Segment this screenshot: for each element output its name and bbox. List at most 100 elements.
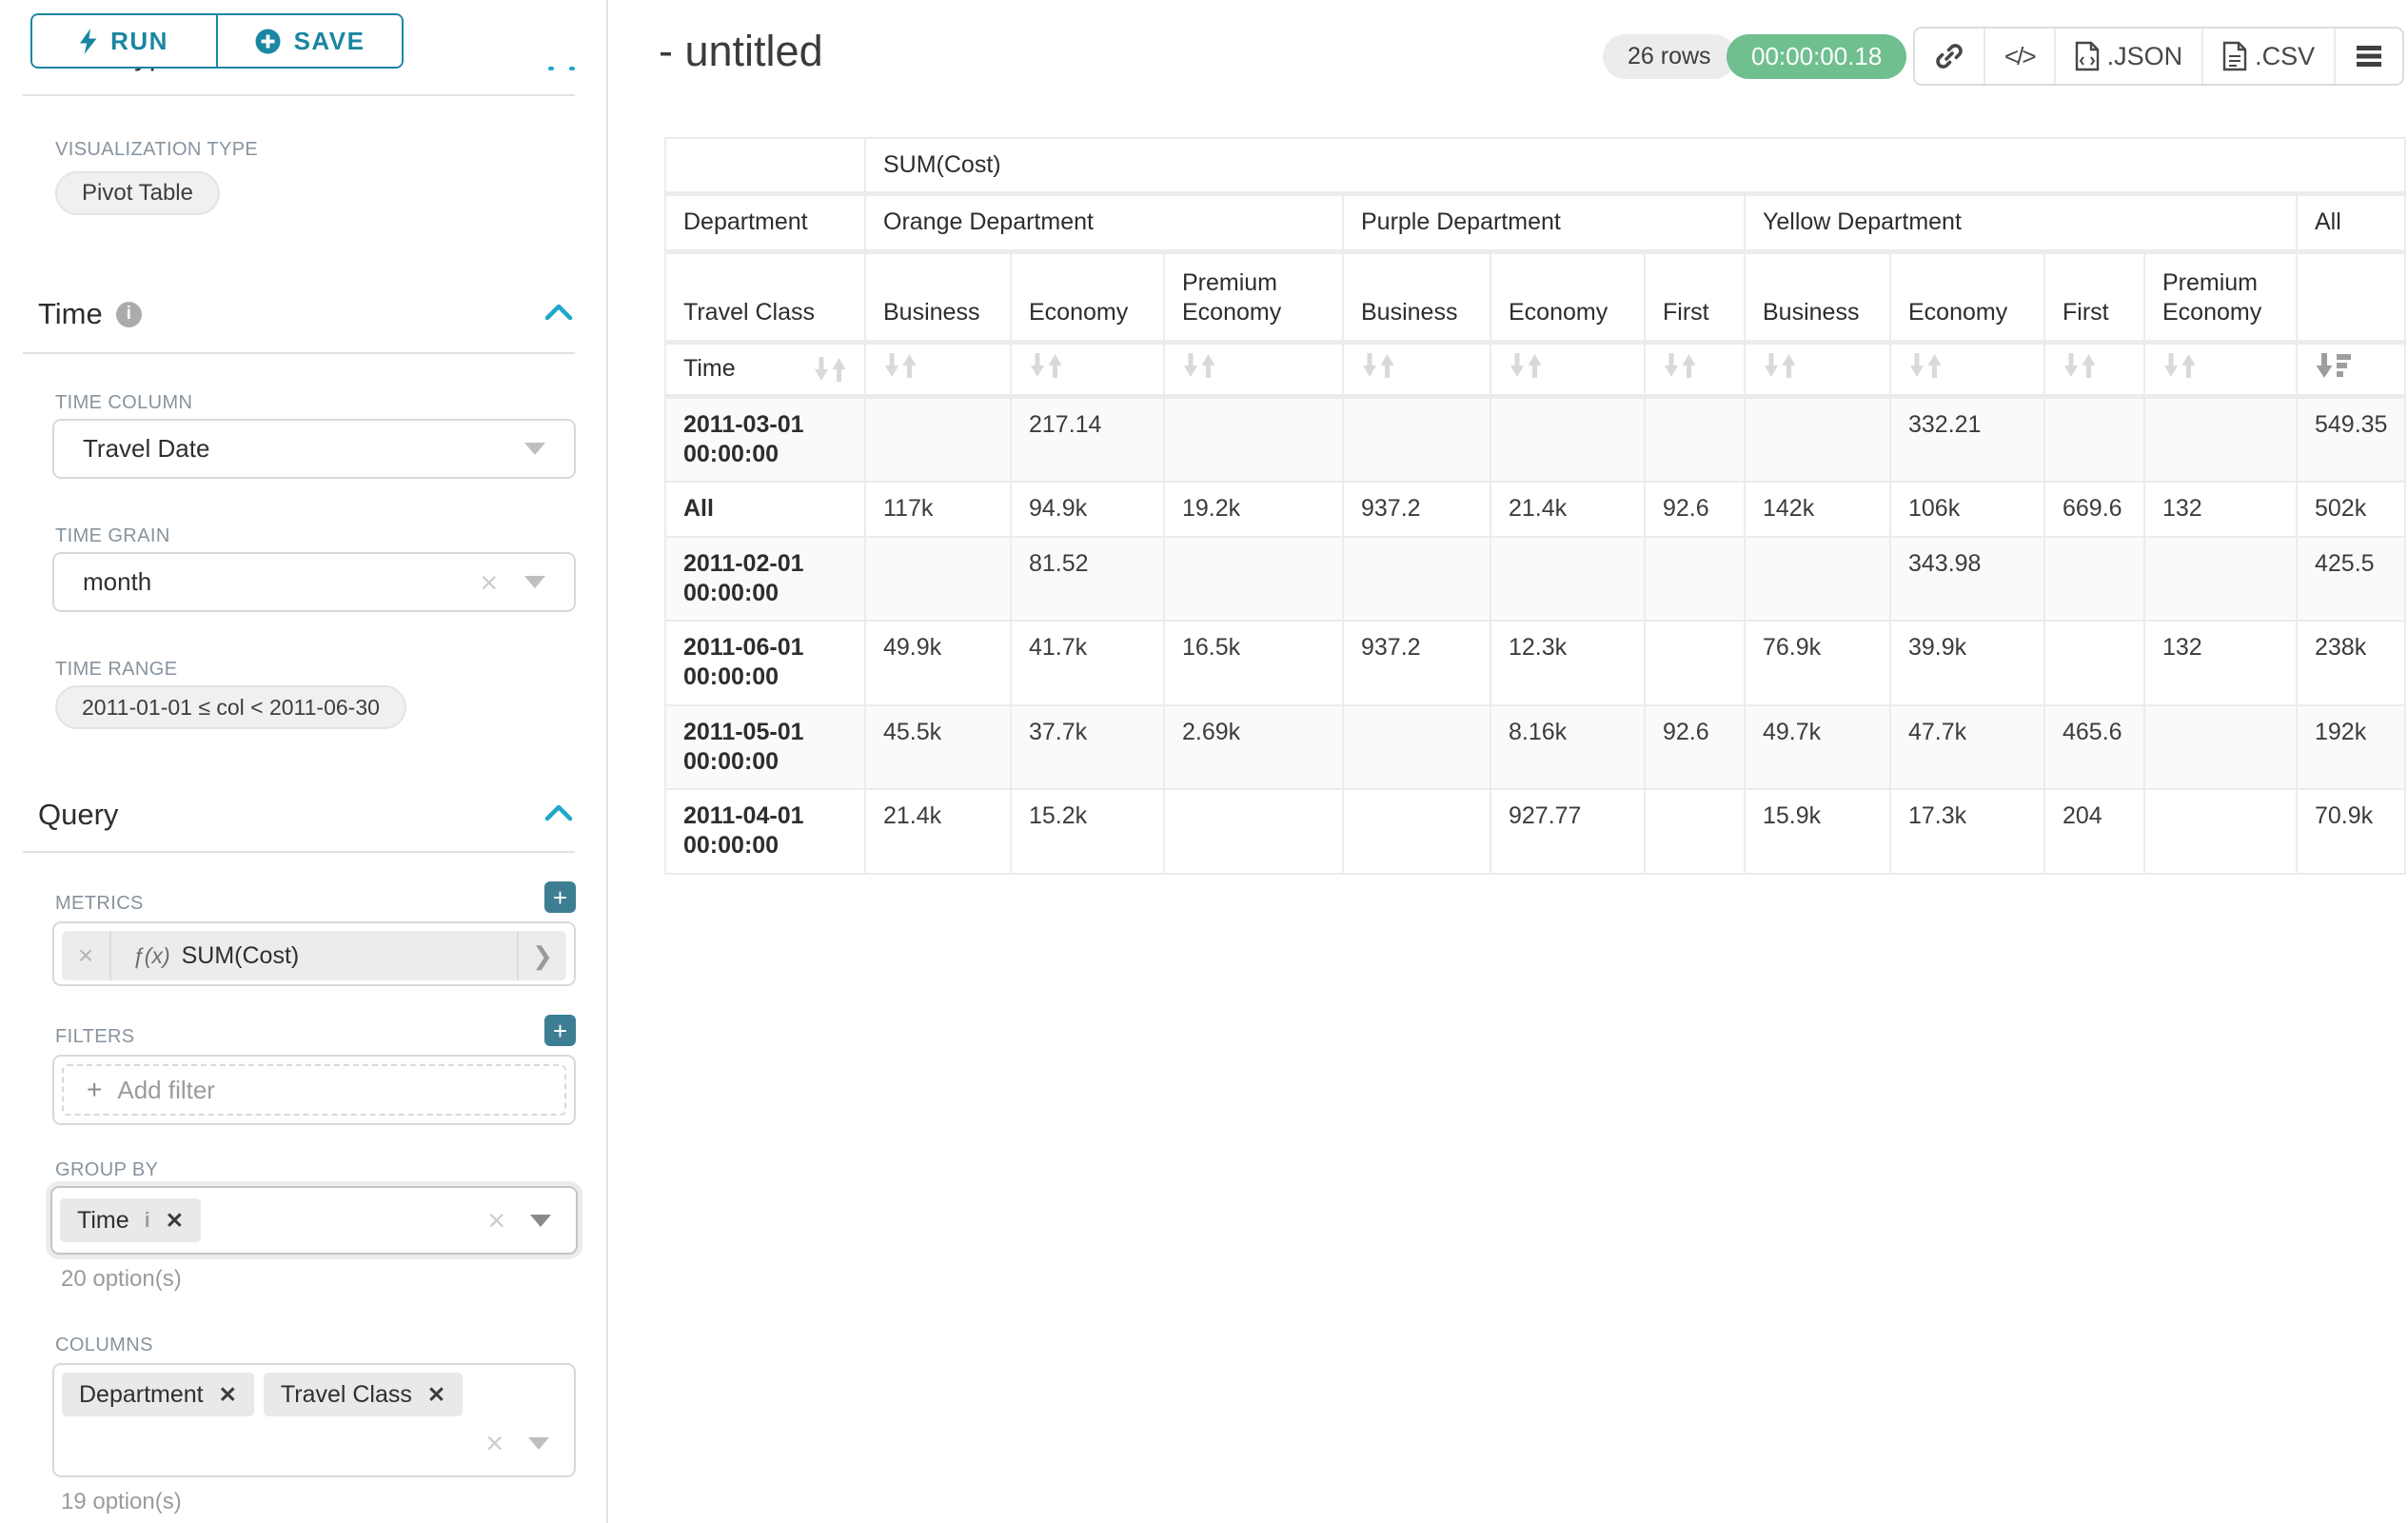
time-range-value-pill[interactable]: 2011-01-01 ≤ col < 2011-06-30 — [55, 685, 406, 729]
chart-title[interactable]: - untitled — [659, 27, 823, 76]
row-group-header: Department — [665, 194, 865, 251]
pivot-cell: 502k — [2297, 482, 2405, 536]
time-label: Time — [683, 354, 736, 384]
export-csv-button[interactable]: .CSV — [2201, 29, 2334, 84]
csv-file-icon — [2222, 41, 2247, 71]
control-panel-sidebar: Chart Type RUN SAVE VISUALIZATION TYPE P… — [0, 0, 608, 1523]
chevron-up-icon[interactable] — [544, 804, 573, 826]
chip-remove-icon[interactable]: ✕ — [427, 1382, 445, 1408]
travel-class-header — [2297, 251, 2405, 342]
chevron-right-icon[interactable]: ❯ — [517, 931, 566, 980]
view-query-button[interactable]: </> — [1984, 29, 2054, 84]
sort-icon[interactable] — [1763, 352, 1797, 379]
add-filter-button[interactable]: + Add filter — [62, 1064, 566, 1116]
clear-icon[interactable]: × — [480, 567, 498, 598]
run-button[interactable]: RUN — [32, 15, 216, 67]
sort-icon[interactable] — [2063, 352, 2097, 379]
clear-icon[interactable]: × — [485, 1428, 503, 1458]
lightning-bolt-icon — [80, 29, 97, 54]
travel-class-header: Economy — [1490, 251, 1645, 342]
clear-icon[interactable]: × — [487, 1205, 505, 1236]
pivot-row: 2011-06-01 00:00:0049.9k41.7k16.5k937.21… — [665, 621, 2405, 705]
pivot-row: 2011-02-01 00:00:0081.52343.98425.5 — [665, 537, 2405, 622]
department-group-header: All — [2297, 194, 2405, 251]
pivot-cell: 41.7k — [1011, 621, 1164, 705]
pivot-cell: 15.2k — [1011, 789, 1164, 874]
viz-type-value-pill[interactable]: Pivot Table — [55, 171, 220, 215]
travel-class-header: Business — [1343, 251, 1490, 342]
pivot-cell: 937.2 — [1343, 482, 1490, 536]
sort-icon[interactable] — [1029, 352, 1063, 379]
pivot-cell — [2144, 789, 2297, 874]
json-file-icon — [2075, 41, 2100, 71]
viz-type-label: VISUALIZATION TYPE — [55, 139, 258, 161]
group-by-select[interactable]: Time i ✕ × — [50, 1186, 578, 1255]
travel-class-header: Economy — [1890, 251, 2044, 342]
chevron-up-icon[interactable] — [544, 304, 573, 326]
export-toolbar: </> .JSON .CSV — [1913, 27, 2404, 86]
pivot-cell: 12.3k — [1490, 621, 1645, 705]
caret-down-icon — [528, 1437, 549, 1450]
chip-remove-icon[interactable]: ✕ — [219, 1382, 237, 1408]
share-link-button[interactable] — [1915, 29, 1984, 84]
metric-item[interactable]: × ƒ(x) SUM(Cost) ❯ — [62, 931, 566, 980]
metric-name: SUM(Cost) — [182, 942, 300, 970]
travel-class-header: Premium Economy — [1164, 251, 1343, 342]
time-column-select[interactable]: Travel Date — [52, 419, 576, 479]
pivot-cell — [1164, 789, 1343, 874]
pivot-cell: 549.35 — [2297, 396, 2405, 482]
query-timer-badge: 00:00:00.18 — [1727, 34, 1906, 79]
sort-cell-column-4 — [1490, 342, 1645, 396]
pivot-cell — [2144, 705, 2297, 790]
plus-circle-icon — [255, 29, 281, 54]
pivot-cell — [1645, 537, 1745, 622]
time-section-title: Time — [38, 297, 103, 331]
pivot-cell: 343.98 — [1890, 537, 2044, 622]
export-json-button[interactable]: .JSON — [2054, 29, 2202, 84]
sort-icon[interactable] — [1509, 352, 1543, 379]
department-group-header: Purple Department — [1343, 194, 1745, 251]
pivot-cell: 49.7k — [1745, 705, 1890, 790]
plus-icon: + — [87, 1075, 102, 1105]
remove-metric-icon[interactable]: × — [62, 931, 111, 980]
chip-info-icon[interactable]: i — [145, 1208, 150, 1233]
chip-remove-icon[interactable]: ✕ — [166, 1208, 184, 1234]
caret-down-icon — [524, 576, 545, 588]
more-menu-button[interactable] — [2334, 29, 2402, 84]
pivot-cell — [1164, 537, 1343, 622]
save-button[interactable]: SAVE — [216, 15, 402, 67]
columns-select[interactable]: Department ✕ Travel Class ✕ × — [52, 1363, 576, 1477]
pivot-cell: 117k — [865, 482, 1011, 536]
pivot-cell: 21.4k — [865, 789, 1011, 874]
pivot-cell: 76.9k — [1745, 621, 1890, 705]
sort-cell-column-7 — [1890, 342, 2044, 396]
sort-icon[interactable] — [813, 356, 847, 383]
sort-icon[interactable] — [1663, 352, 1697, 379]
add-metric-button[interactable]: + — [544, 881, 576, 913]
time-grain-select[interactable]: month × — [52, 552, 576, 612]
pivot-cell — [1745, 396, 1890, 482]
pivot-cell: 81.52 — [1011, 537, 1164, 622]
sort-desc-active-icon[interactable] — [2315, 352, 2353, 379]
pivot-cell: 465.6 — [2044, 705, 2144, 790]
pivot-cell — [1490, 537, 1645, 622]
query-section-header: Query — [38, 798, 573, 832]
pivot-cell: 92.6 — [1645, 705, 1745, 790]
csv-label: .CSV — [2255, 42, 2315, 71]
pivot-cell: 17.3k — [1890, 789, 2044, 874]
sort-icon[interactable] — [1361, 352, 1395, 379]
pivot-cell: 332.21 — [1890, 396, 2044, 482]
info-icon: i — [116, 302, 142, 327]
sort-icon[interactable] — [2162, 352, 2197, 379]
pivot-cell — [1745, 537, 1890, 622]
query-section-title: Query — [38, 798, 118, 832]
section-divider — [23, 94, 575, 96]
sort-icon[interactable] — [1182, 352, 1216, 379]
group-by-options-hint: 20 option(s) — [61, 1266, 182, 1293]
sort-icon[interactable] — [1908, 352, 1943, 379]
pivot-cell: 132 — [2144, 482, 2297, 536]
add-filter-plus-button[interactable]: + — [544, 1015, 576, 1046]
pivot-cell: 70.9k — [2297, 789, 2405, 874]
function-icon: ƒ(x) — [132, 943, 170, 969]
sort-icon[interactable] — [883, 352, 918, 379]
